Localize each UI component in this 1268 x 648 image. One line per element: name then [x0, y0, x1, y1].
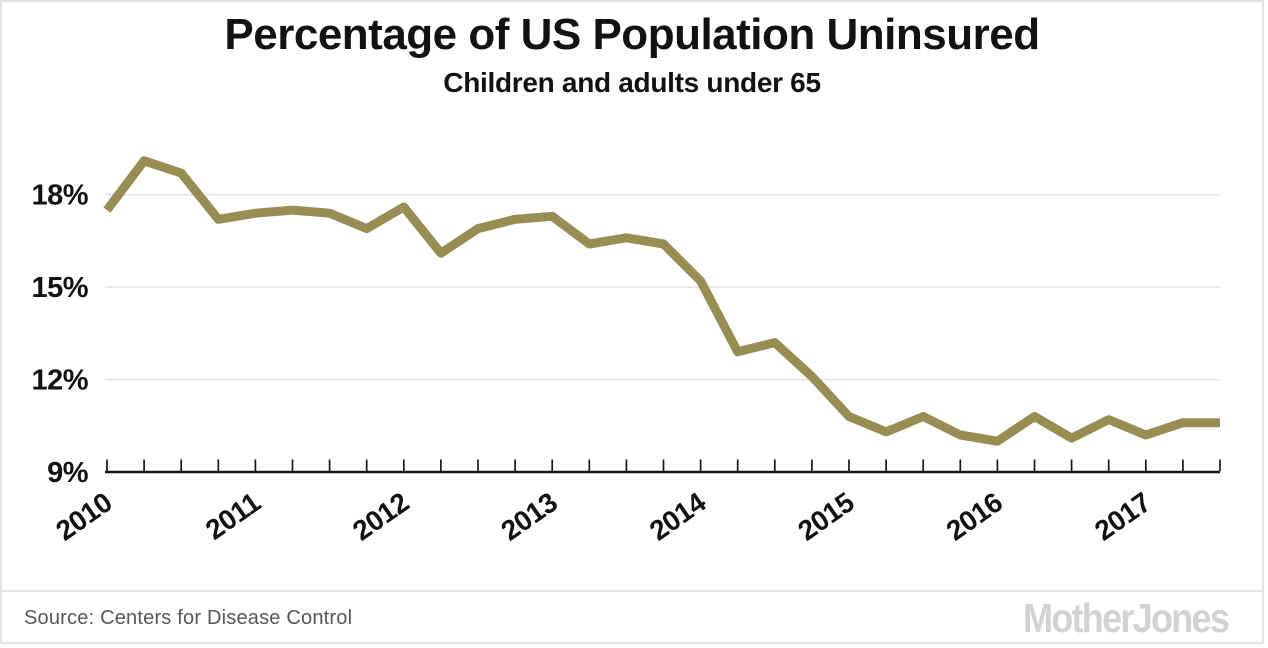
- x-axis-label: 2012: [347, 487, 414, 547]
- y-axis-label: 15%: [31, 272, 88, 304]
- y-axis-label: 12%: [31, 365, 88, 397]
- motherjones-logo: MotherJones: [1022, 594, 1230, 641]
- x-axis-label: 2011: [200, 487, 266, 546]
- y-axis-label: 18%: [31, 180, 88, 212]
- y-axis-label: 9%: [47, 457, 89, 489]
- uninsured-line: [103, 156, 1220, 446]
- chart-footer: Source: Centers for Disease Control Moth…: [2, 590, 1262, 642]
- x-axis-label: 2015: [792, 487, 859, 547]
- x-axis-label: 2014: [644, 486, 712, 547]
- x-axis-label: 2017: [1089, 487, 1156, 547]
- source-label: Source: Centers for Disease Control: [24, 606, 353, 629]
- x-axis-label: 2010: [50, 487, 117, 547]
- page-subtitle: Children and adults under 65: [443, 67, 821, 98]
- x-axis-label: 2013: [495, 487, 562, 547]
- uninsured-line-chart: 9% 12% 15% 18% 2010 2011 2012 2013 2014 2015 2016 2…: [31, 156, 1221, 547]
- x-axis-label: 2016: [941, 487, 1008, 547]
- page-title: Percentage of US Population Uninsured: [224, 10, 1040, 59]
